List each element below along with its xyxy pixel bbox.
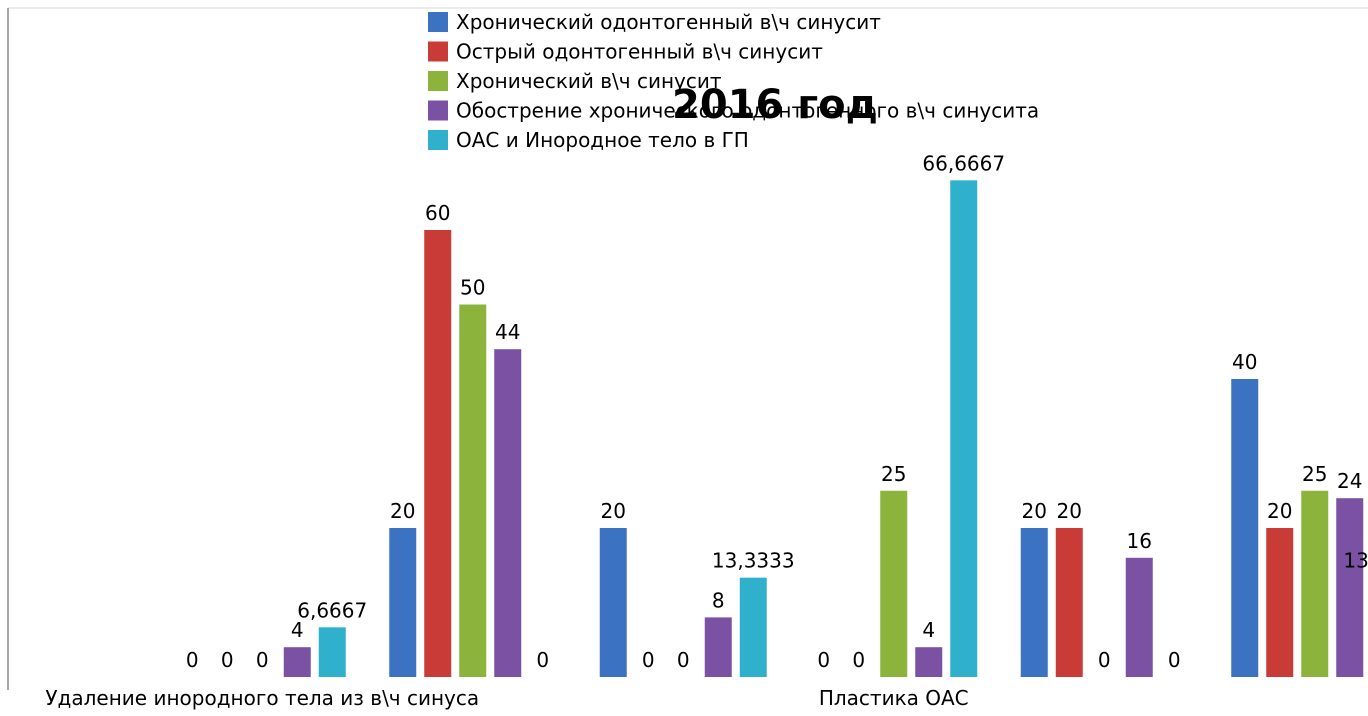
data-label: 8	[712, 588, 725, 612]
data-label: 13,3333	[712, 549, 795, 573]
bar	[459, 304, 487, 677]
data-label: 20	[1267, 499, 1292, 523]
legend-swatch	[428, 71, 448, 91]
legend-swatch	[428, 12, 448, 32]
data-label: 20	[601, 499, 626, 523]
x-tick-label: Пластика ОАС	[819, 686, 969, 710]
data-label: 16	[1127, 529, 1152, 553]
bar	[1020, 528, 1048, 677]
bar	[318, 627, 346, 677]
legend-swatch	[428, 41, 448, 62]
data-label: 60	[425, 201, 450, 225]
legend-label: Хронический в\ч синусит	[456, 69, 722, 93]
chart-title: 2016 год	[672, 82, 878, 128]
legend-label: Обострение хронического одонтогенного в\…	[456, 99, 1039, 123]
bar	[494, 349, 522, 677]
data-label: 20	[1057, 499, 1082, 523]
data-label: 20	[390, 499, 415, 523]
data-label: 0	[1098, 648, 1111, 672]
data-label: 13,3333	[1343, 549, 1368, 573]
bar	[1055, 528, 1083, 677]
legend-label: ОАС и Инородное тело в ГП	[456, 128, 749, 152]
data-label: 50	[460, 276, 485, 300]
legend-label: Хронический одонтогенный в\ч синусит	[456, 10, 881, 34]
bar	[704, 617, 732, 677]
bar	[1125, 557, 1153, 677]
data-label: 0	[852, 648, 865, 672]
data-label: 4	[291, 618, 304, 642]
legend-swatch	[428, 100, 448, 121]
data-label: 6,6667	[297, 598, 367, 622]
bar	[424, 230, 452, 677]
data-label: 0	[677, 648, 690, 672]
bar	[389, 528, 417, 677]
bar	[1301, 490, 1329, 677]
data-label: 4	[922, 618, 935, 642]
bar	[1336, 498, 1364, 677]
x-tick-label: Удаление инородного тела из в\ч синуса	[45, 686, 479, 710]
data-label: 40	[1232, 350, 1257, 374]
bar	[599, 528, 627, 677]
bar	[950, 180, 978, 678]
data-label: 20	[1022, 499, 1047, 523]
data-label: 25	[1302, 462, 1327, 486]
legend-swatch	[428, 130, 448, 150]
data-label: 24	[1337, 469, 1362, 493]
data-label: 0	[186, 648, 199, 672]
data-label: 0	[642, 648, 655, 672]
legend-label: Острый одонтогенный в\ч синусит	[456, 40, 823, 64]
bar	[283, 647, 311, 677]
data-label: 0	[817, 648, 830, 672]
data-label: 0	[221, 648, 234, 672]
bar	[915, 647, 943, 677]
data-label: 44	[495, 320, 520, 344]
data-label: 0	[536, 648, 549, 672]
data-label: 25	[881, 462, 906, 486]
data-label: 0	[256, 648, 269, 672]
bar	[739, 577, 767, 677]
data-label: 0	[1168, 648, 1181, 672]
bar	[1231, 379, 1259, 677]
bar	[1266, 528, 1294, 677]
bar	[880, 490, 908, 677]
data-label: 66,6667	[922, 151, 1005, 175]
